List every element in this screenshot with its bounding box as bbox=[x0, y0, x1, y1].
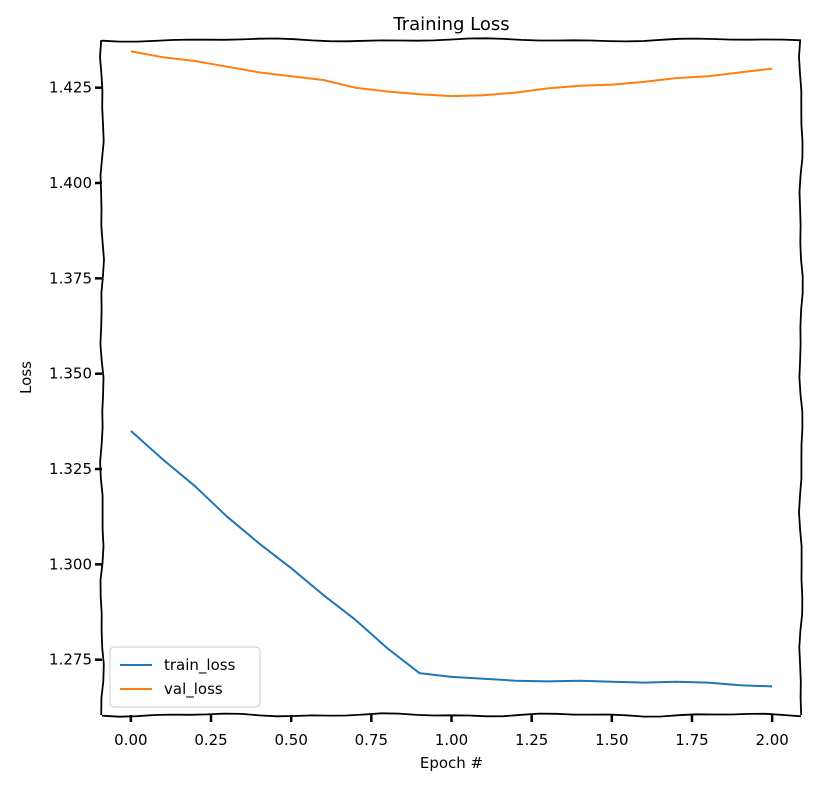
frame-right bbox=[798, 39, 804, 716]
y-tick-label: 1.300 bbox=[49, 555, 92, 573]
x-tick-label: 0.75 bbox=[355, 731, 388, 749]
x-tick-label: 2.00 bbox=[755, 731, 788, 749]
y-tick-label: 1.325 bbox=[49, 460, 92, 478]
legend-box bbox=[109, 646, 261, 708]
y-tick-label: 1.350 bbox=[49, 365, 92, 383]
frame-top bbox=[101, 37, 802, 43]
y-tick-label: 1.400 bbox=[49, 174, 92, 192]
x-tick-label: 1.25 bbox=[515, 731, 548, 749]
series-line-train_loss bbox=[130, 430, 773, 688]
frame-left bbox=[99, 39, 105, 716]
x-axis-label: Epoch # bbox=[420, 754, 483, 772]
x-tick-label: 0.25 bbox=[194, 731, 227, 749]
legend-label-train_loss: train_loss bbox=[164, 656, 236, 675]
series-line-val_loss bbox=[130, 50, 773, 98]
x-tick-label: 0.00 bbox=[114, 731, 147, 749]
x-tick-label: 1.75 bbox=[675, 731, 708, 749]
y-axis-label: Loss bbox=[17, 361, 35, 394]
y-tick-label: 1.275 bbox=[49, 651, 92, 669]
legend-label-val_loss: val_loss bbox=[164, 680, 223, 699]
x-tick-label: 1.00 bbox=[435, 731, 468, 749]
x-tick-label: 1.50 bbox=[595, 731, 628, 749]
chart-title: Training Loss bbox=[392, 14, 509, 35]
x-tick-label: 0.50 bbox=[274, 731, 307, 749]
y-tick-label: 1.375 bbox=[49, 269, 92, 287]
y-tick-label: 1.425 bbox=[49, 79, 92, 97]
